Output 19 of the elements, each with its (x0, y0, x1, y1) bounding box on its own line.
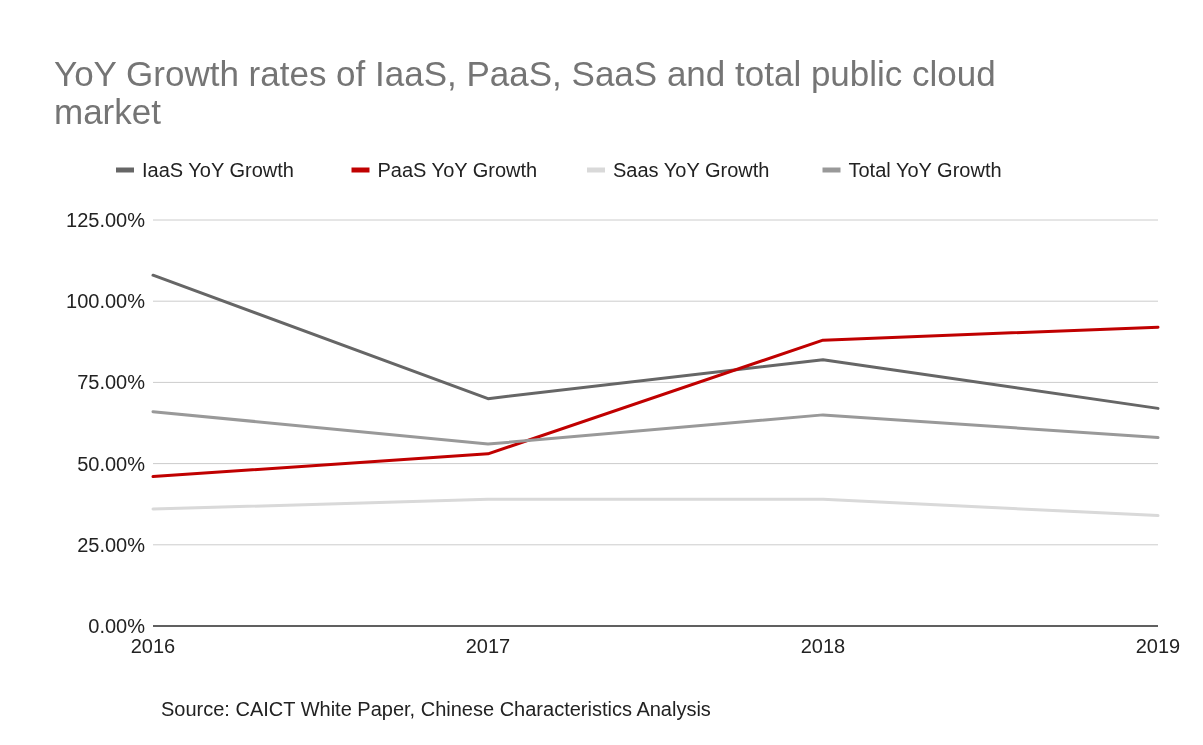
x-tick-label: 2016 (130, 635, 176, 657)
line-series (151, 273, 1160, 410)
legend-label: PaaS YoY Growth (377, 159, 538, 181)
y-tick-label: 50.00% (77, 452, 146, 475)
legend-label: Saas YoY Growth (613, 159, 770, 181)
x-tick-label: 2018 (800, 635, 846, 657)
y-tick-label: 75.00% (77, 371, 146, 394)
line-series (151, 325, 1160, 479)
x-tick-label: 2019 (1135, 635, 1181, 657)
legend-label: IaaS YoY Growth (142, 159, 294, 181)
y-tick-label: 100.00% (66, 290, 146, 313)
y-tick-label: 125.00% (66, 209, 146, 231)
legend-label: Total YoY Growth (848, 159, 1002, 181)
source-note: Source: CAICT White Paper, Chinese Characteristics Analysis (161, 698, 711, 720)
y-tick-label: 0.00% (88, 615, 146, 637)
y-tick-label: 25.00% (77, 533, 146, 556)
line-series (151, 410, 1160, 446)
chart-title: YoY Growth rates of IaaS, PaaS, SaaS and total public cloud market (54, 54, 996, 131)
x-tick-label: 2017 (465, 635, 511, 657)
